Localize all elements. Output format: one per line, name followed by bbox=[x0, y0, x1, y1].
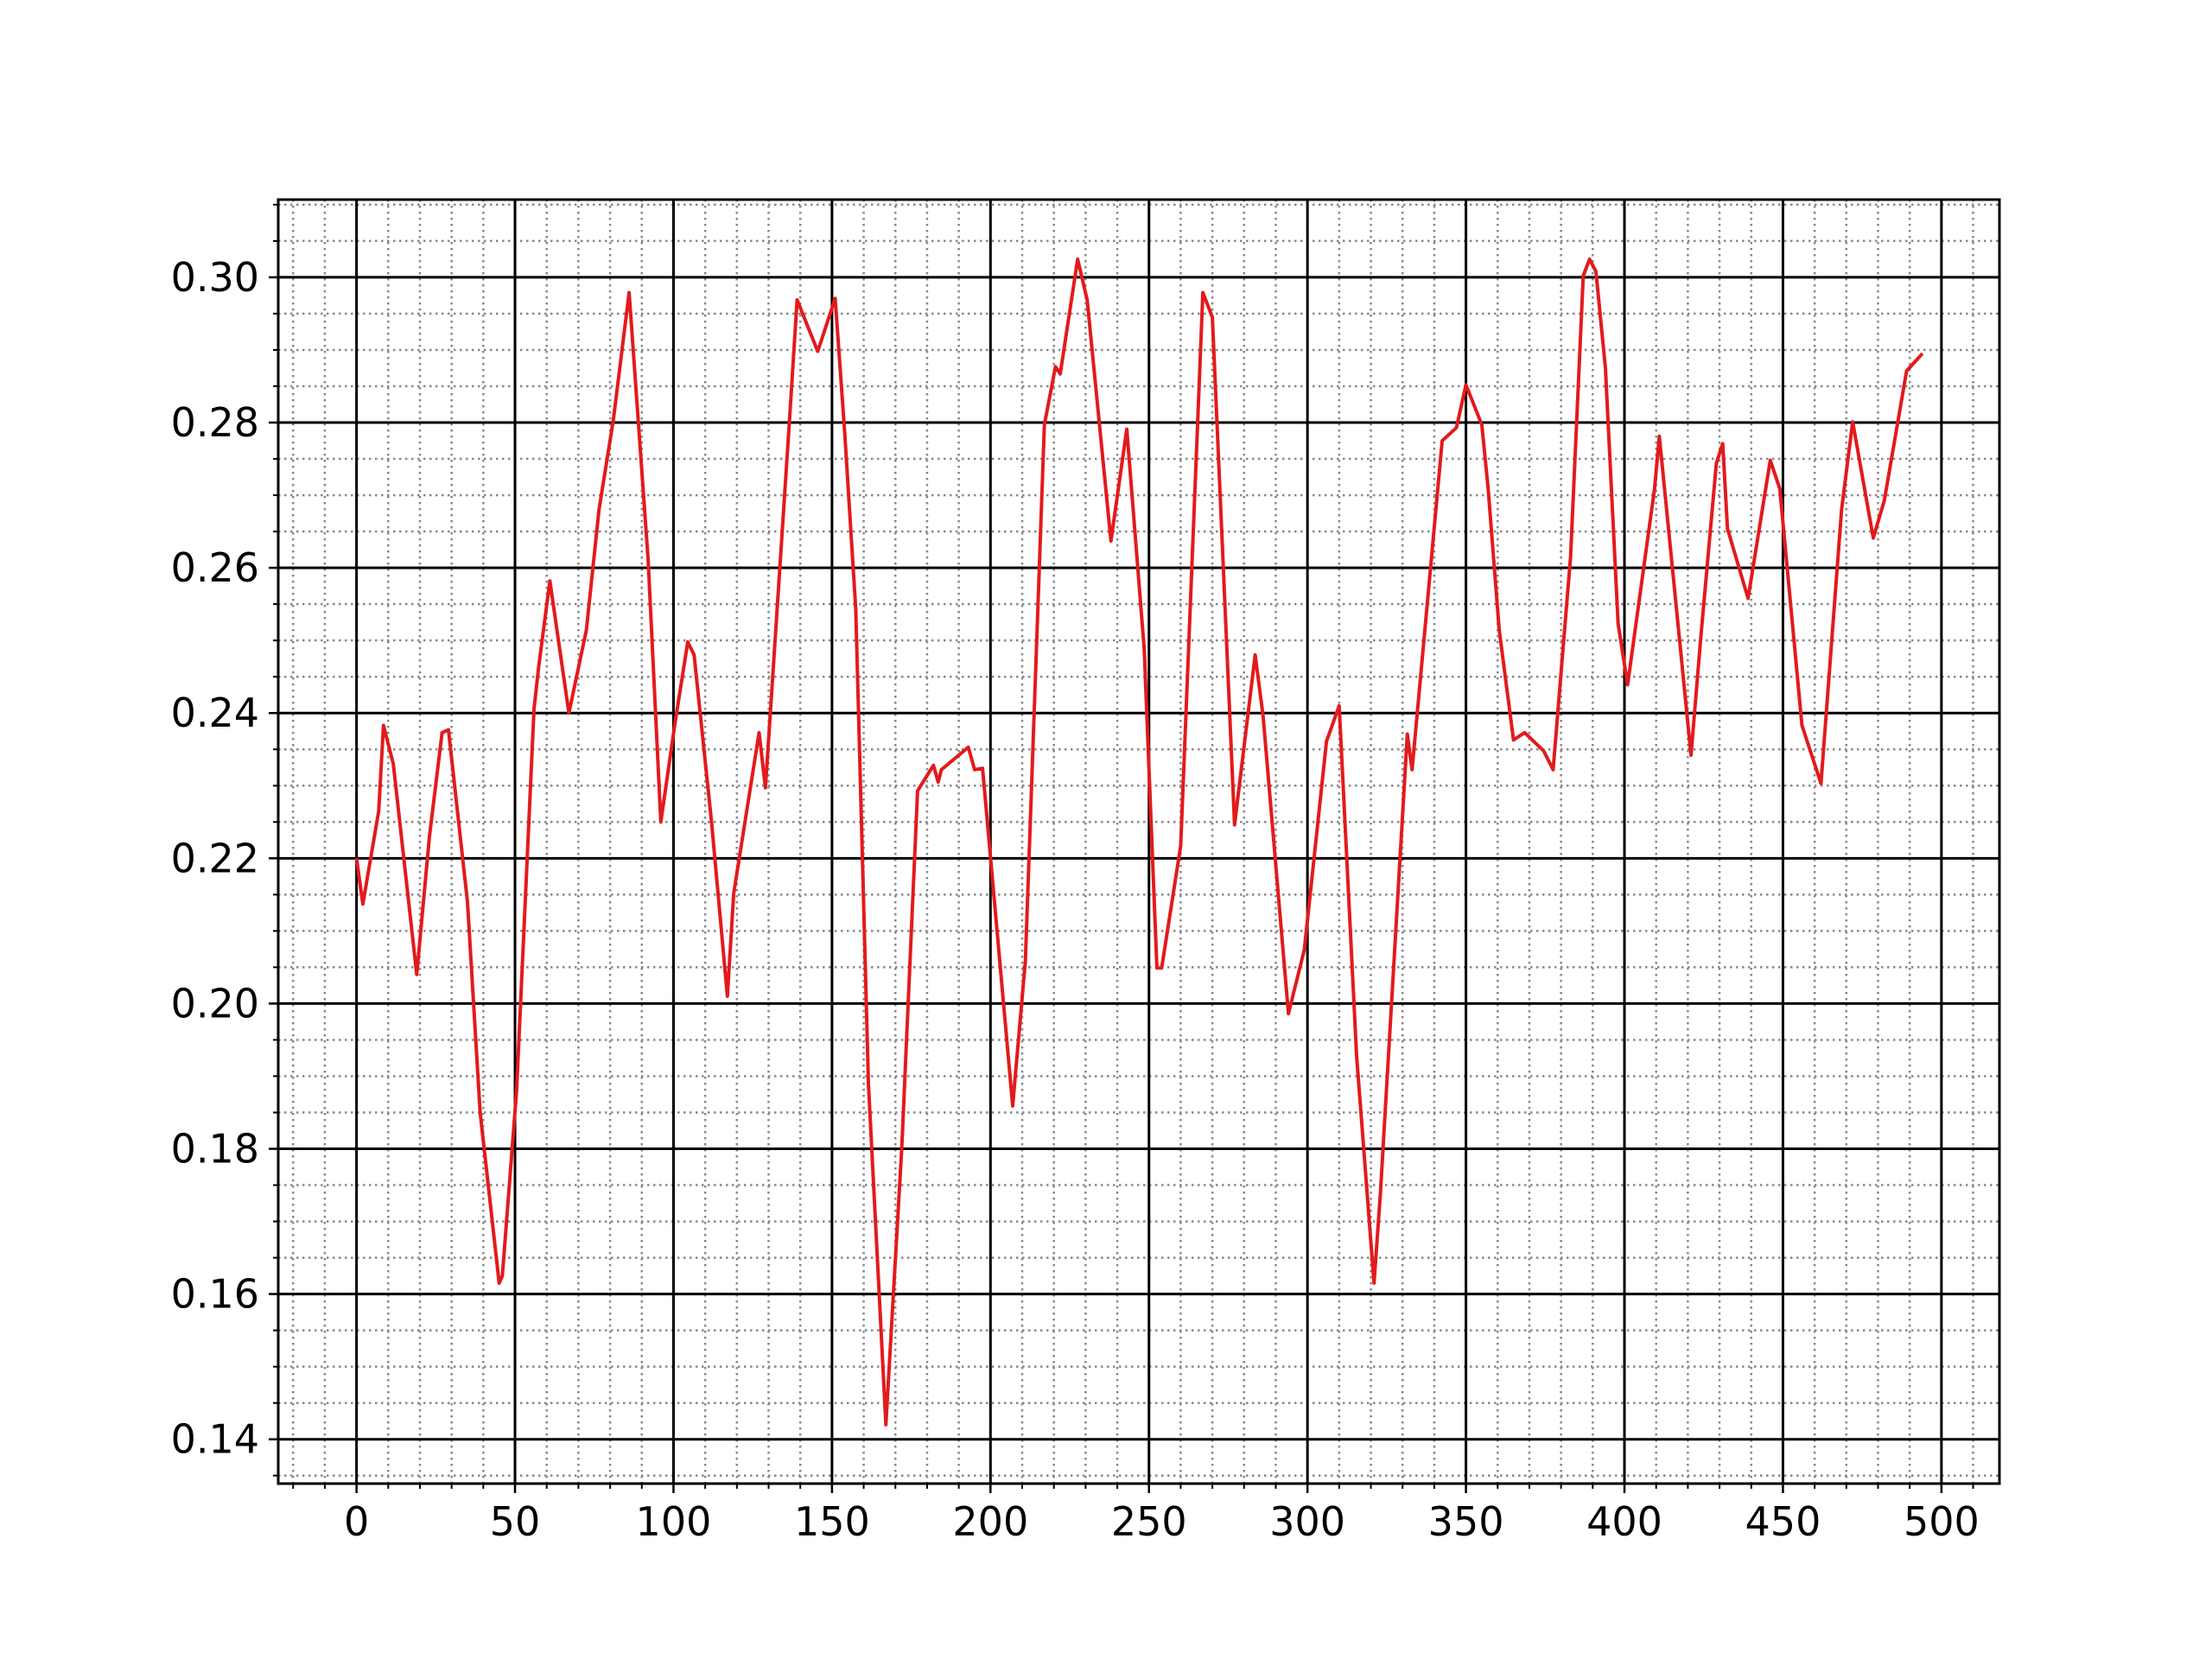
y-tick-label: 0.18 bbox=[171, 1126, 259, 1173]
data-line bbox=[354, 257, 1924, 1427]
x-tick-label: 300 bbox=[1269, 1498, 1345, 1545]
y-tick-label: 0.22 bbox=[171, 835, 259, 881]
x-tick-label: 0 bbox=[344, 1498, 369, 1545]
y-tick-label: 0.24 bbox=[171, 690, 259, 736]
x-tick-label: 350 bbox=[1428, 1498, 1504, 1545]
x-tick-label: 250 bbox=[1111, 1498, 1187, 1545]
x-tick-label: 450 bbox=[1745, 1498, 1821, 1545]
y-tick-label: 0.20 bbox=[171, 980, 259, 1027]
y-tick-label: 0.16 bbox=[171, 1271, 259, 1318]
y-tick-label: 0.30 bbox=[171, 254, 259, 301]
x-tick-label: 500 bbox=[1904, 1498, 1980, 1545]
x-tick-label: 150 bbox=[794, 1498, 870, 1545]
y-tick-label: 0.14 bbox=[171, 1416, 259, 1463]
x-tick-label: 400 bbox=[1586, 1498, 1662, 1545]
x-tick-label: 200 bbox=[952, 1498, 1028, 1545]
plot-frame bbox=[276, 198, 2001, 1485]
y-tick-label: 0.26 bbox=[171, 544, 259, 591]
y-tick-label: 0.28 bbox=[171, 399, 259, 446]
x-tick-label: 50 bbox=[490, 1498, 541, 1545]
x-tick-label: 100 bbox=[636, 1498, 712, 1545]
